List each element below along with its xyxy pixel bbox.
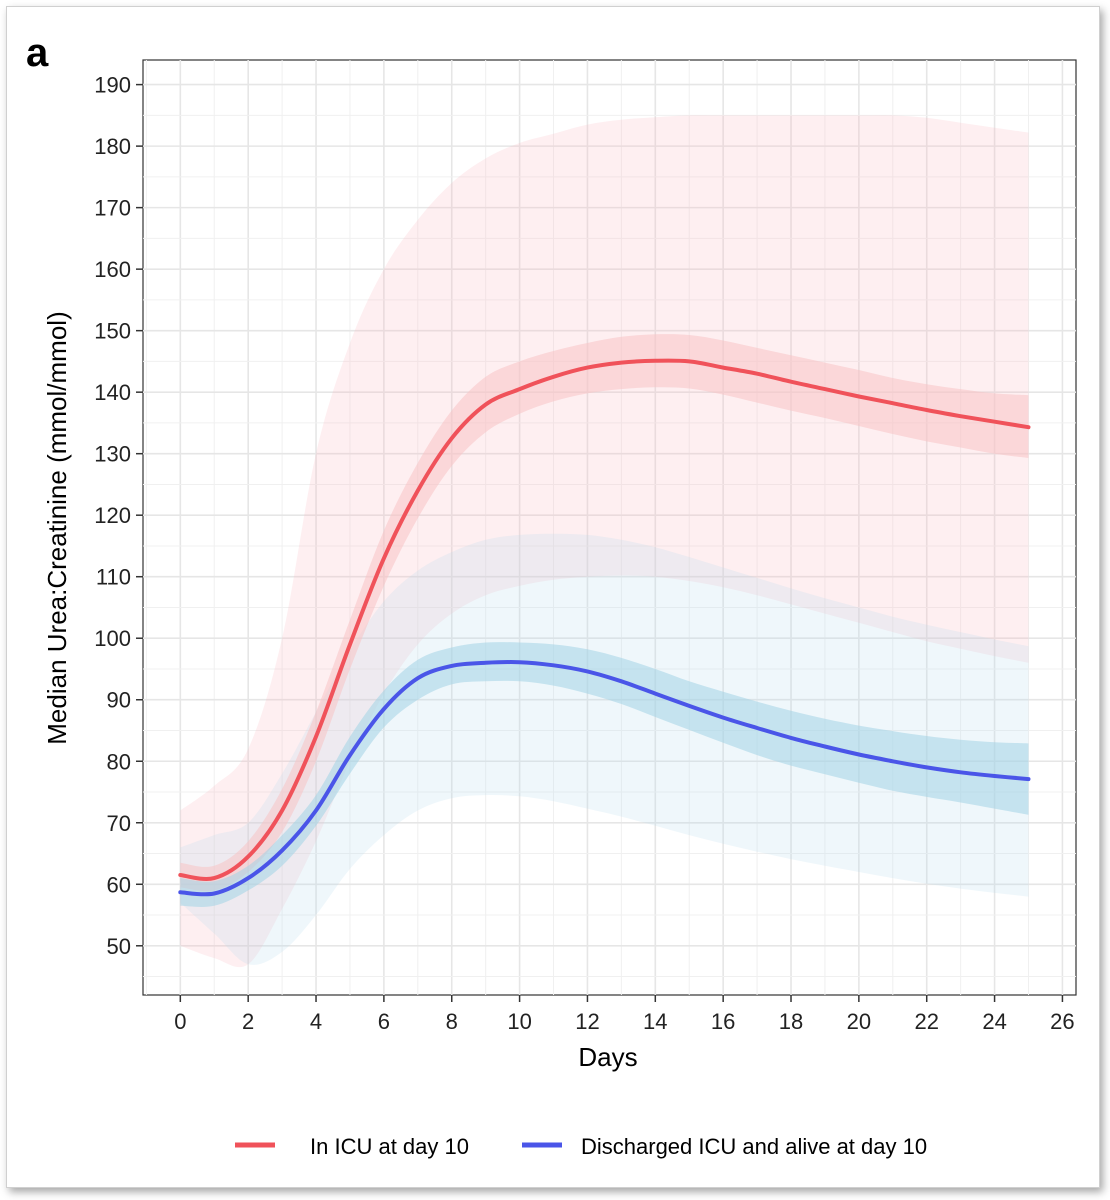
x-tick-label: 20 [847,1009,871,1034]
y-tick-label: 50 [107,934,131,959]
y-axis: 50 60 70 80 90 100 110 120 130 140 150 160 170 180 190 [94,73,143,959]
y-tick-label: 120 [94,503,131,528]
y-tick-label: 170 [94,196,131,221]
y-tick-label: 80 [107,749,131,774]
series-line [178,660,1031,897]
panel-label: a [26,31,49,75]
x-tick-label: 0 [174,1009,186,1034]
legend-label-discharged: Discharged ICU and alive at day 10 [581,1134,927,1159]
y-tick-label: 150 [94,319,131,344]
x-tick-label: 18 [779,1009,803,1034]
y-tick-label: 90 [107,688,131,713]
y-axis-title: Median Urea:Creatinine (mmol/mmol) [42,311,72,744]
series-line [178,358,1031,882]
y-tick-label: 70 [107,811,131,836]
legend-label-icu: In ICU at day 10 [310,1134,469,1159]
y-tick-label: 110 [96,565,131,590]
y-tick-label: 160 [94,257,131,282]
wide-confidence-band [180,533,1029,965]
x-tick-label: 26 [1050,1009,1074,1034]
legend: In ICU at day 10 Discharged ICU and aliv… [235,1134,927,1159]
y-tick-label: 60 [107,872,131,897]
wide-confidence-band [180,115,1029,968]
y-tick-label: 100 [94,626,131,651]
y-tick-label: 190 [94,73,131,98]
x-axis: 0 2 4 6 8 10 12 14 16 18 20 22 24 26 [174,995,1075,1034]
y-tick-label: 130 [94,442,131,467]
x-tick-label: 4 [310,1009,322,1034]
y-tick-label: 140 [94,380,131,405]
x-tick-label: 2 [242,1009,254,1034]
x-tick-label: 16 [711,1009,735,1034]
x-tick-label: 6 [378,1009,390,1034]
narrow-confidence-band [180,642,1029,907]
y-tick-label: 180 [94,134,131,159]
x-tick-label: 10 [507,1009,531,1034]
x-tick-label: 22 [914,1009,938,1034]
x-tick-label: 12 [575,1009,599,1034]
x-tick-label: 24 [982,1009,1006,1034]
x-tick-label: 14 [643,1009,667,1034]
series-lines [178,358,1031,897]
x-axis-title: Days [578,1042,637,1072]
x-tick-label: 8 [446,1009,458,1034]
